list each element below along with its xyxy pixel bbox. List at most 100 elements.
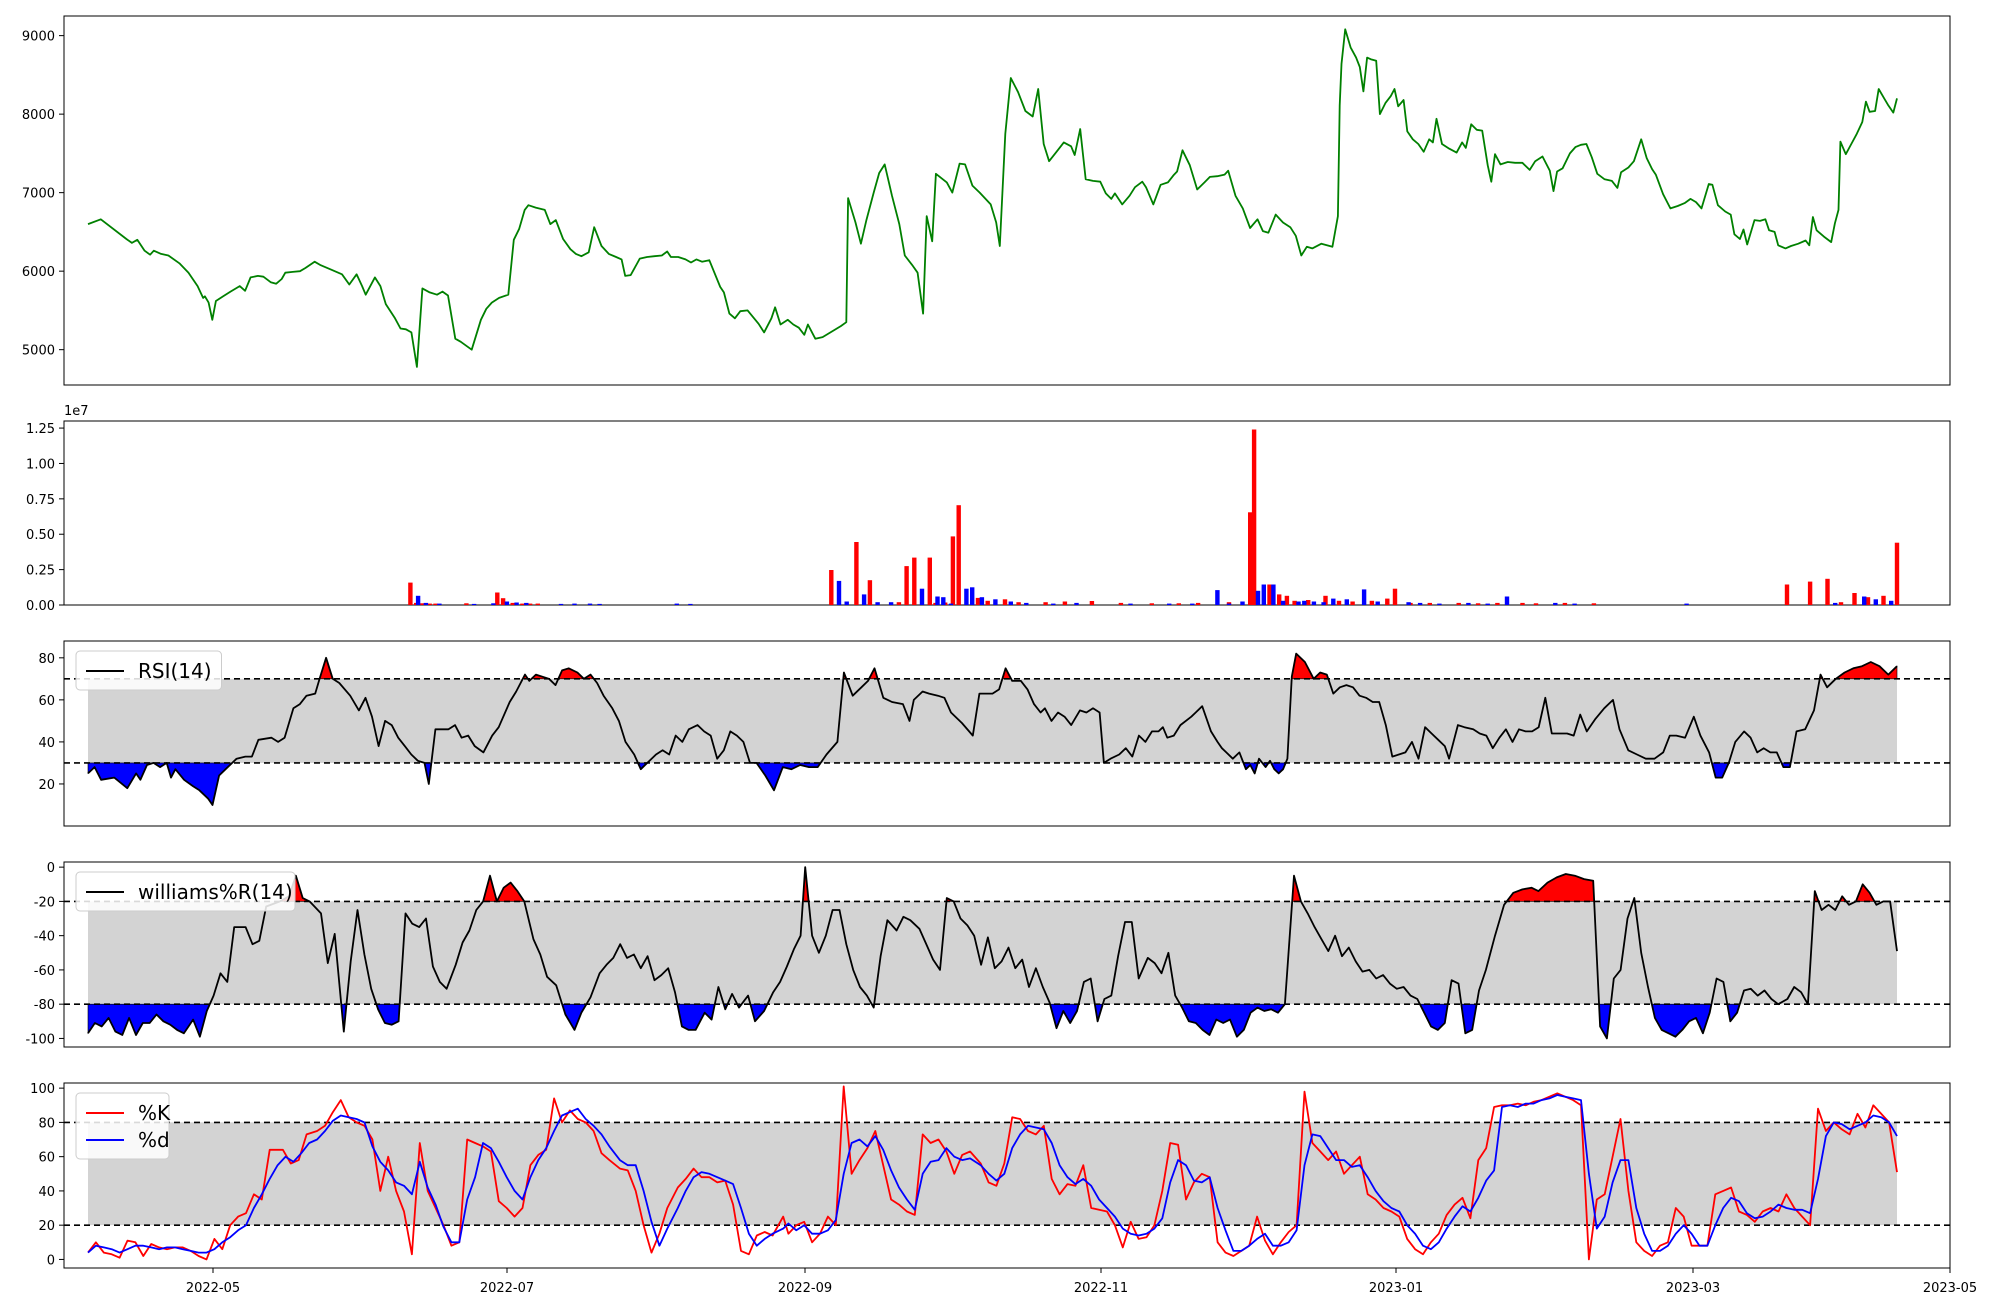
- volume-panel: 0.00 0.25 0.50 0.75 1.00 1.25 1e7: [26, 404, 1951, 614]
- x-tick-label: 2023-03: [1666, 1281, 1720, 1296]
- volume-bar: [1456, 602, 1461, 605]
- volume-bar: [1062, 601, 1068, 605]
- volume-bar: [1485, 603, 1490, 605]
- volume-bar: [1336, 600, 1342, 605]
- volume-bar: [1024, 602, 1029, 605]
- volume-bar: [1344, 599, 1349, 605]
- volume-bar: [1074, 602, 1079, 605]
- volume-bar: [1684, 603, 1689, 605]
- volume-bar: [1311, 601, 1317, 605]
- volume-bar: [1251, 429, 1257, 605]
- volume-bar: [423, 602, 429, 605]
- legend-label: RSI(14): [138, 659, 212, 683]
- volume-bar: [1226, 603, 1232, 605]
- volume-bar: [1215, 590, 1220, 605]
- legend: [75, 650, 222, 691]
- x-tick-label: 2022-07: [480, 1281, 534, 1296]
- volume-bar: [1562, 602, 1568, 605]
- rsi-line: [87, 652, 1898, 806]
- volume-bar: [524, 602, 529, 605]
- y-tick-label: 60: [38, 694, 55, 709]
- volume-bar: [844, 601, 849, 605]
- y-tick-label: -20: [34, 895, 55, 910]
- price-axes-frame: [63, 15, 1951, 386]
- y-tick-label: 8000: [22, 108, 55, 123]
- legend-label: %K: [138, 1101, 171, 1125]
- volume-bar: [500, 598, 506, 605]
- y-tick-label: 7000: [22, 187, 55, 202]
- volume-bar: [867, 580, 873, 605]
- volume-bar: [495, 592, 500, 605]
- stochastic-axes-frame: [63, 1082, 1951, 1269]
- volume-bar: [1889, 600, 1894, 605]
- volume-bar: [464, 603, 469, 605]
- volume-bar: [1267, 584, 1272, 605]
- volume-bar: [1572, 603, 1577, 605]
- legend-label: williams%R(14): [138, 880, 293, 904]
- volume-bar: [1255, 590, 1261, 605]
- volume-bar: [674, 603, 679, 605]
- volume-bar: [948, 603, 954, 605]
- volume-bar: [1369, 600, 1375, 605]
- volume-bar: [1195, 602, 1201, 605]
- volume-bar: [1520, 602, 1525, 605]
- volume-bar: [1016, 602, 1021, 605]
- oversold-fill: [87, 762, 154, 789]
- volume-bar: [1385, 598, 1390, 605]
- volume-axes-frame: [63, 420, 1951, 606]
- volume-bar: [1466, 602, 1471, 605]
- stochastic-panel: 0 20 40 60 80 100 %K %d 2022-05 2022-07 2022-09 202…: [30, 1082, 1977, 1296]
- volume-bar: [1437, 603, 1442, 605]
- volume-bar: [1261, 584, 1266, 605]
- volume-bar: [1321, 602, 1326, 605]
- y-tick-label: -40: [34, 930, 55, 945]
- volume-bar: [504, 601, 510, 605]
- volume-bar: [829, 570, 834, 605]
- volume-bar: [1176, 603, 1181, 605]
- volume-bar: [1240, 601, 1245, 605]
- volume-bar: [1323, 595, 1328, 605]
- volume-bar: [1475, 603, 1481, 605]
- y-tick-label: 100: [30, 1082, 55, 1097]
- x-tick-label: 2022-11: [1074, 1281, 1128, 1296]
- y-tick-label: 0.25: [26, 564, 55, 579]
- y-tick-label: 0: [47, 1253, 55, 1268]
- volume-bar: [904, 566, 909, 605]
- volume-bar: [688, 603, 693, 605]
- volume-bar: [875, 602, 880, 605]
- volume-bar: [433, 603, 438, 605]
- volume-bar: [437, 603, 442, 605]
- y-tick-label: 6000: [22, 265, 55, 280]
- x-tick-label: 2023-01: [1369, 1281, 1423, 1296]
- volume-bar: [1149, 603, 1154, 605]
- volume-bar: [419, 603, 425, 605]
- volume-bar: [572, 603, 577, 605]
- rsi-panel: 20 40 60 80 RSI(14): [38, 640, 1951, 827]
- volume-bar: [975, 597, 981, 605]
- y-tick-label: 0.75: [26, 493, 55, 508]
- y-tick-label: -60: [34, 964, 55, 979]
- volume-bar: [836, 580, 842, 605]
- x-tick-label: 2022-09: [778, 1281, 832, 1296]
- volume-bar: [1392, 588, 1398, 605]
- volume-bar: [520, 603, 525, 605]
- volume-bar: [888, 602, 894, 605]
- stoch-k-line: [87, 1085, 1898, 1261]
- threshold-band: [88, 678, 1897, 763]
- volume-bar: [985, 600, 990, 605]
- volume-bar: [1504, 596, 1510, 605]
- stoch-d-line: [87, 1094, 1898, 1254]
- volume-bar: [912, 557, 917, 605]
- volume-bar: [1089, 601, 1095, 605]
- volume-bar: [1331, 598, 1336, 605]
- volume-bar: [1427, 602, 1432, 605]
- y-tick-label: 20: [38, 778, 55, 793]
- y-tick-label: 80: [38, 652, 55, 667]
- volume-bar: [1873, 599, 1878, 605]
- volume-bar: [861, 594, 867, 605]
- oversold-fill: [561, 1003, 587, 1031]
- y-tick-label: 40: [38, 1185, 55, 1200]
- volume-bar: [1190, 603, 1195, 605]
- volume-bar: [979, 597, 985, 605]
- volume-bar: [896, 602, 902, 605]
